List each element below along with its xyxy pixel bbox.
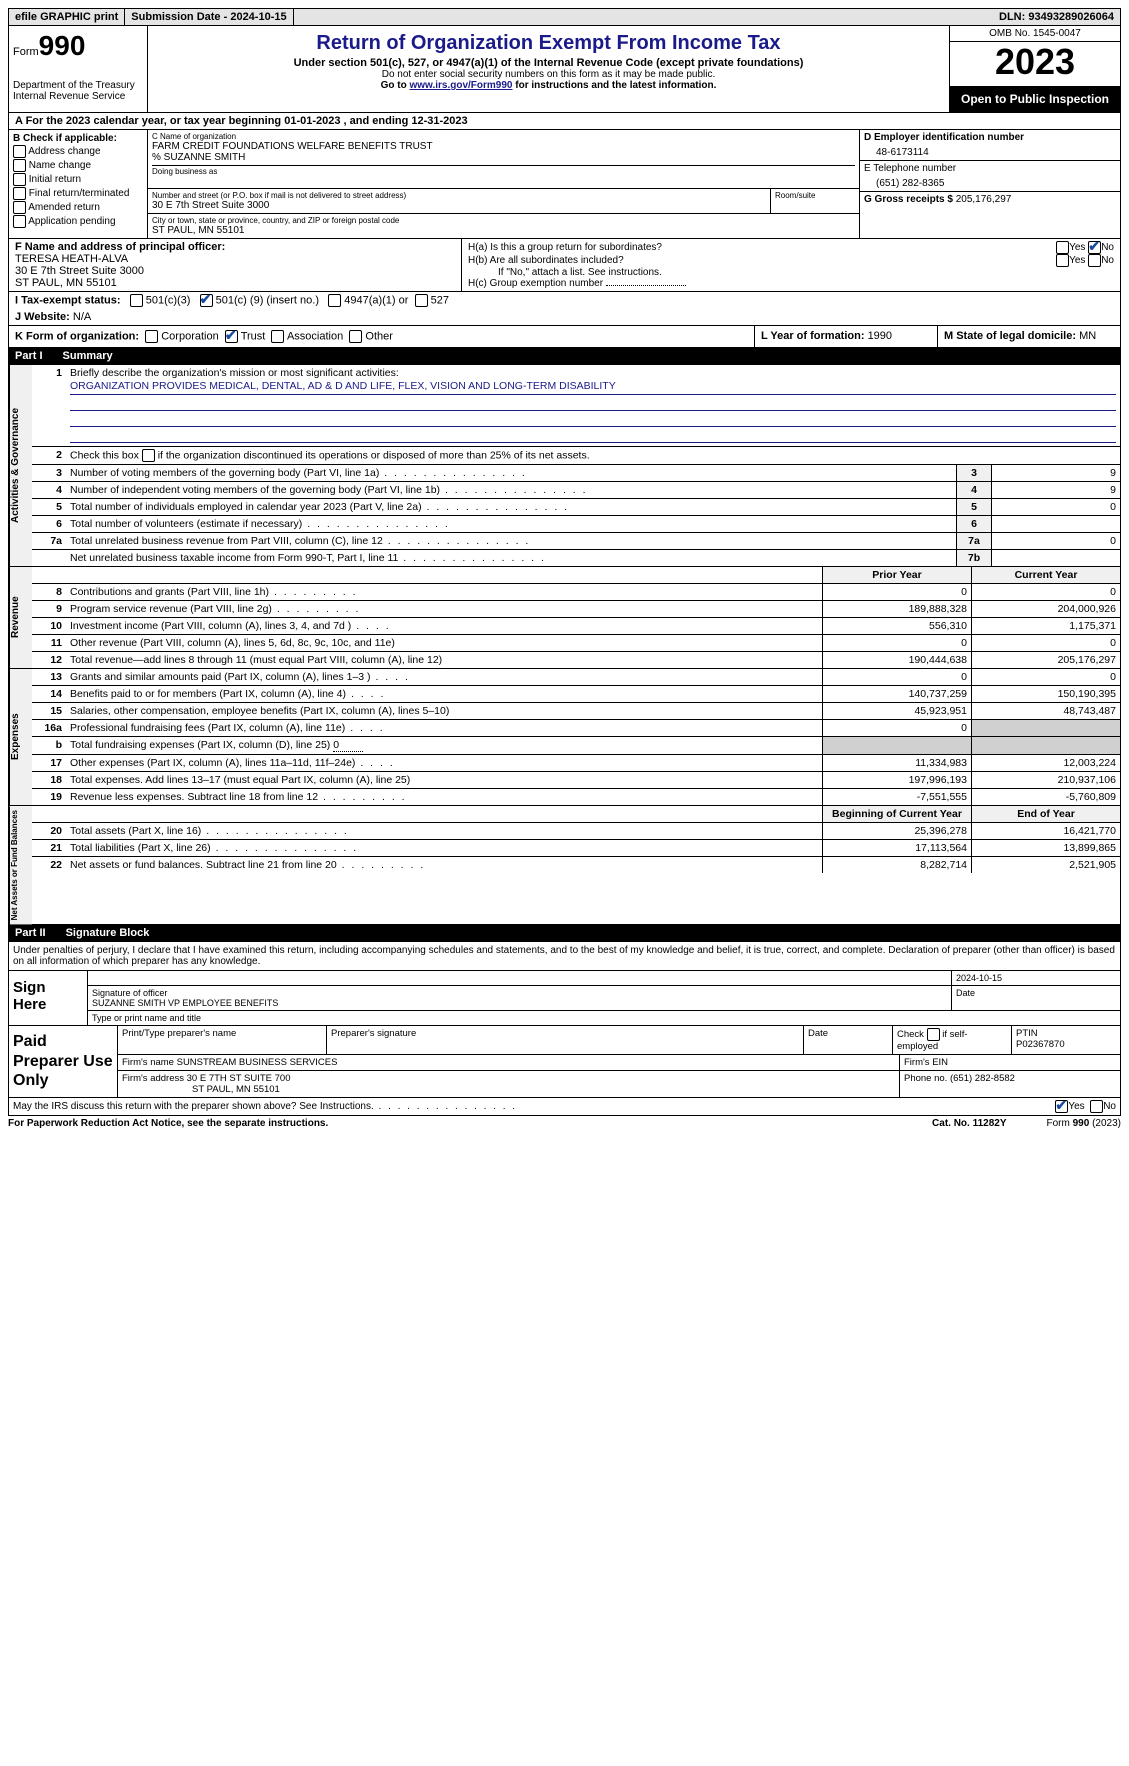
cb-501c3[interactable] [130,294,143,307]
v3: 9 [991,465,1120,481]
identity-block: B Check if applicable: Address change Na… [8,130,1121,239]
cb-discuss-no[interactable] [1090,1100,1103,1113]
prep-phone: (651) 282-8582 [950,1073,1015,1084]
mission-text: ORGANIZATION PROVIDES MEDICAL, DENTAL, A… [70,380,1116,395]
cb-assoc[interactable] [271,330,284,343]
cb-discuss-yes[interactable] [1055,1100,1068,1113]
ssn-note: Do not enter social security numbers on … [152,69,945,80]
v5: 0 [991,499,1120,515]
dln: DLN: 93493289026064 [993,9,1120,25]
perjury-statement: Under penalties of perjury, I declare th… [8,942,1121,971]
sign-date: 2024-10-15 [952,971,1120,985]
officer-sig-name: SUZANNE SMITH VP EMPLOYEE BENEFITS [92,998,947,1008]
summary-expenses: Expenses 13Grants and similar amounts pa… [8,669,1121,806]
cb-name-change[interactable] [13,159,26,172]
ein: 48-6173114 [864,143,1116,158]
cb-501c[interactable] [200,294,213,307]
row-a-tax-year: A For the 2023 calendar year, or tax yea… [8,113,1121,130]
form-number: 990 [39,30,86,61]
org-co: % SUZANNE SMITH [152,152,855,163]
cb-discontinued[interactable] [142,449,155,462]
domicile: MN [1079,330,1096,342]
tax-year: 2023 [950,42,1120,86]
part2-header: Part IISignature Block [8,925,1121,942]
top-bar: efile GRAPHIC print Submission Date - 20… [8,8,1121,26]
cb-4947[interactable] [328,294,341,307]
officer-name: TERESA HEATH-ALVA [15,253,455,265]
department: Department of the Treasury Internal Reve… [13,80,143,102]
form-word: Form [13,46,39,58]
sign-here-block: Sign Here 2024-10-15 Signature of office… [8,971,1121,1026]
open-inspection: Open to Public Inspection [950,86,1120,112]
form-header: Form990 Department of the Treasury Inter… [8,26,1121,113]
cb-527[interactable] [415,294,428,307]
v6 [991,516,1120,532]
cb-ha-yes[interactable] [1056,241,1069,254]
form-title: Return of Organization Exempt From Incom… [152,32,945,55]
discuss-row: May the IRS discuss this return with the… [8,1098,1121,1116]
phone: (651) 282-8365 [864,174,1116,189]
omb-number: OMB No. 1545-0047 [950,26,1120,42]
summary-netassets: Net Assets or Fund Balances Beginning of… [8,806,1121,925]
paid-preparer-block: Paid Preparer Use Only Print/Type prepar… [8,1026,1121,1098]
officer-group-block: F Name and address of principal officer:… [8,239,1121,292]
submission-date: Submission Date - 2024-10-15 [125,9,293,25]
cb-amended[interactable] [13,201,26,214]
cb-ha-no[interactable] [1088,241,1101,254]
cb-hb-no[interactable] [1088,254,1101,267]
gross-receipts: 205,176,297 [956,194,1012,205]
org-name: FARM CREDIT FOUNDATIONS WELFARE BENEFITS… [152,141,855,152]
v7a: 0 [991,533,1120,549]
year-formed: 1990 [868,330,892,342]
org-street: 30 E 7th Street Suite 3000 [152,200,766,211]
form-subtitle: Under section 501(c), 527, or 4947(a)(1)… [152,57,945,69]
cb-corp[interactable] [145,330,158,343]
cb-initial-return[interactable] [13,173,26,186]
footer-note: For Paperwork Reduction Act Notice, see … [8,1116,1121,1131]
cb-hb-yes[interactable] [1056,254,1069,267]
efile-label: efile GRAPHIC print [9,9,125,25]
tax-status-row: I Tax-exempt status: 501(c)(3) 501(c) (9… [8,292,1121,309]
summary-revenue: Revenue Prior YearCurrent Year 8Contribu… [8,567,1121,669]
website-row: J Website: N/A [8,309,1121,326]
firm-name: SUNSTREAM BUSINESS SERVICES [177,1057,338,1068]
cb-final-return[interactable] [13,187,26,200]
irs-link[interactable]: www.irs.gov/Form990 [409,80,512,91]
org-city: ST PAUL, MN 55101 [152,225,855,236]
cb-self-employed[interactable] [927,1028,940,1041]
part1-header: Part ISummary [8,348,1121,365]
cb-other[interactable] [349,330,362,343]
form-org-row: K Form of organization: Corporation Trus… [8,326,1121,348]
summary-governance: Activities & Governance 1 Briefly descri… [8,365,1121,567]
v7b [991,550,1120,566]
v4: 9 [991,482,1120,498]
website: N/A [73,311,91,323]
cb-app-pending[interactable] [13,215,26,228]
cb-address-change[interactable] [13,145,26,158]
ptin: P02367870 [1016,1039,1065,1050]
col-b-checkboxes: B Check if applicable: Address change Na… [9,130,148,238]
cb-trust[interactable] [225,330,238,343]
